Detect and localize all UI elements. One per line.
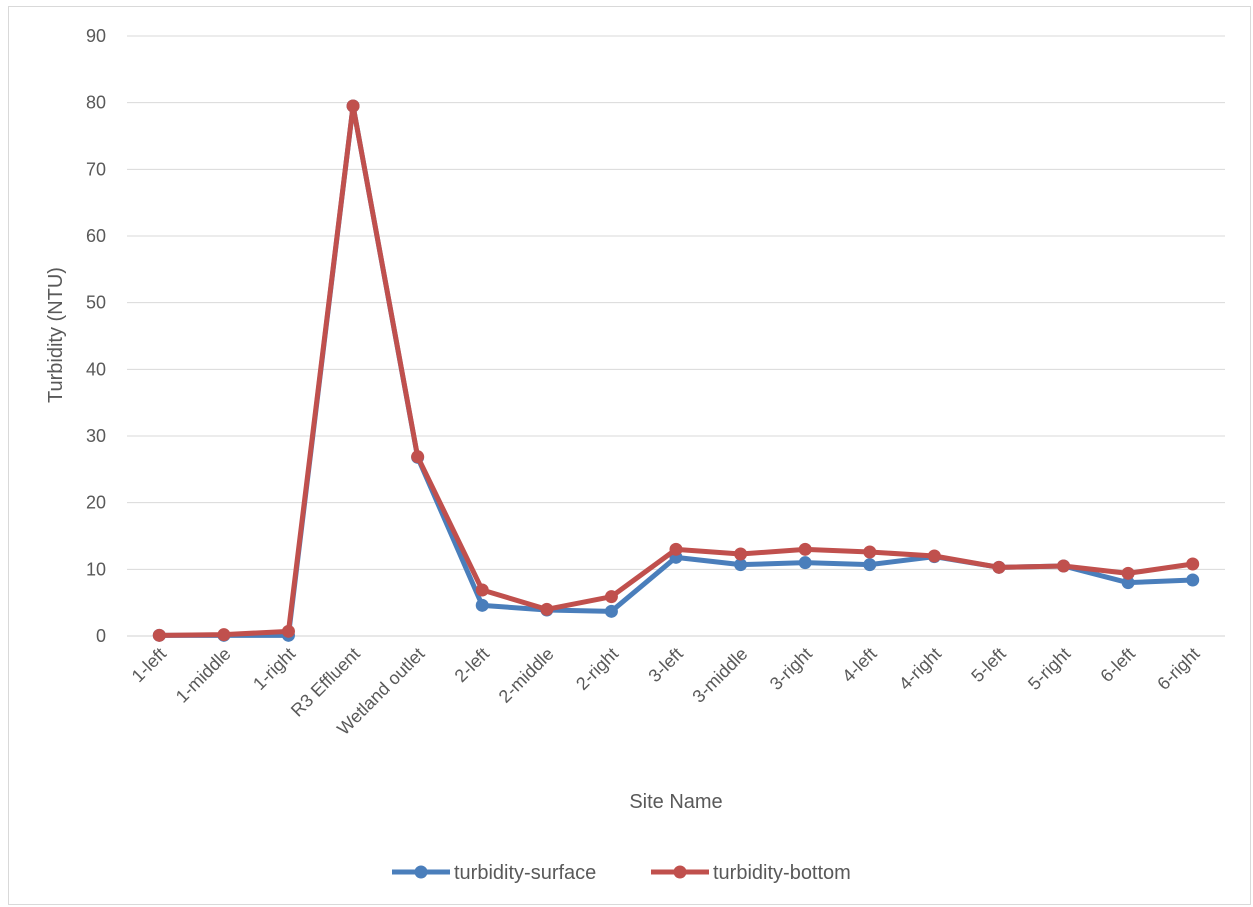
legend-item: turbidity-surface — [392, 862, 596, 884]
data-point — [1121, 576, 1135, 590]
data-point — [798, 542, 812, 556]
x-tick-label: 1-left — [128, 644, 170, 686]
y-axis-ticks: 0 10 20 30 40 50 60 70 80 90 — [86, 26, 106, 646]
x-axis-title: Site Name — [629, 791, 722, 813]
chart-frame — [8, 6, 1251, 905]
x-tick-label: 6-left — [1096, 644, 1138, 686]
data-point — [734, 558, 748, 572]
x-tick-label: 1-middle — [172, 644, 235, 707]
data-point — [863, 558, 877, 572]
x-tick-label: 2-left — [451, 644, 493, 686]
y-tick-label: 80 — [86, 93, 106, 113]
x-tick-label: 1-right — [249, 644, 299, 694]
data-point — [540, 602, 554, 616]
legend-label: turbidity-bottom — [713, 862, 851, 884]
data-point — [346, 99, 360, 113]
x-tick-label: 3-left — [644, 644, 686, 686]
legend-marker — [414, 865, 428, 879]
legend-item: turbidity-bottom — [651, 862, 851, 884]
y-tick-label: 60 — [86, 226, 106, 246]
data-point — [281, 624, 295, 638]
x-tick-label: 4-right — [895, 644, 945, 694]
x-tick-label: 2-right — [572, 644, 622, 694]
data-point — [475, 598, 489, 612]
data-point — [927, 549, 941, 563]
data-point — [1121, 566, 1135, 580]
data-point — [798, 556, 812, 570]
data-point — [1057, 559, 1071, 573]
legend-marker — [673, 865, 687, 879]
data-point — [734, 547, 748, 561]
data-point — [669, 542, 683, 556]
data-point — [217, 628, 231, 642]
series-group — [152, 99, 1200, 642]
legend: turbidity-surface turbidity-bottom — [392, 862, 851, 884]
data-point — [1186, 573, 1200, 587]
y-tick-label: 10 — [86, 559, 106, 579]
data-point — [475, 583, 489, 597]
x-tick-label: 5-left — [967, 644, 1009, 686]
gridlines — [127, 35, 1225, 637]
x-tick-label: 2-middle — [495, 644, 558, 707]
x-tick-label: 3-middle — [688, 644, 751, 707]
series-turbidity-surface — [152, 99, 1200, 642]
y-axis-title: Turbidity (NTU) — [45, 267, 67, 403]
y-tick-label: 30 — [86, 426, 106, 446]
data-point — [411, 450, 425, 464]
data-point — [604, 604, 618, 618]
data-point — [1186, 557, 1200, 571]
data-point — [863, 545, 877, 559]
x-tick-label: 4-left — [838, 644, 880, 686]
y-tick-label: 20 — [86, 493, 106, 513]
data-point — [604, 590, 618, 604]
data-point — [992, 560, 1006, 574]
x-tick-label: 6-right — [1153, 644, 1203, 694]
data-point — [152, 628, 166, 642]
y-tick-label: 40 — [86, 359, 106, 379]
legend-label: turbidity-surface — [454, 862, 596, 884]
y-tick-label: 90 — [86, 26, 106, 46]
y-tick-label: 70 — [86, 159, 106, 179]
y-tick-label: 50 — [86, 293, 106, 313]
series-turbidity-bottom — [152, 99, 1200, 642]
x-tick-label: 5-right — [1024, 644, 1074, 694]
y-tick-label: 0 — [96, 626, 106, 646]
x-tick-label: 3-right — [766, 644, 816, 694]
